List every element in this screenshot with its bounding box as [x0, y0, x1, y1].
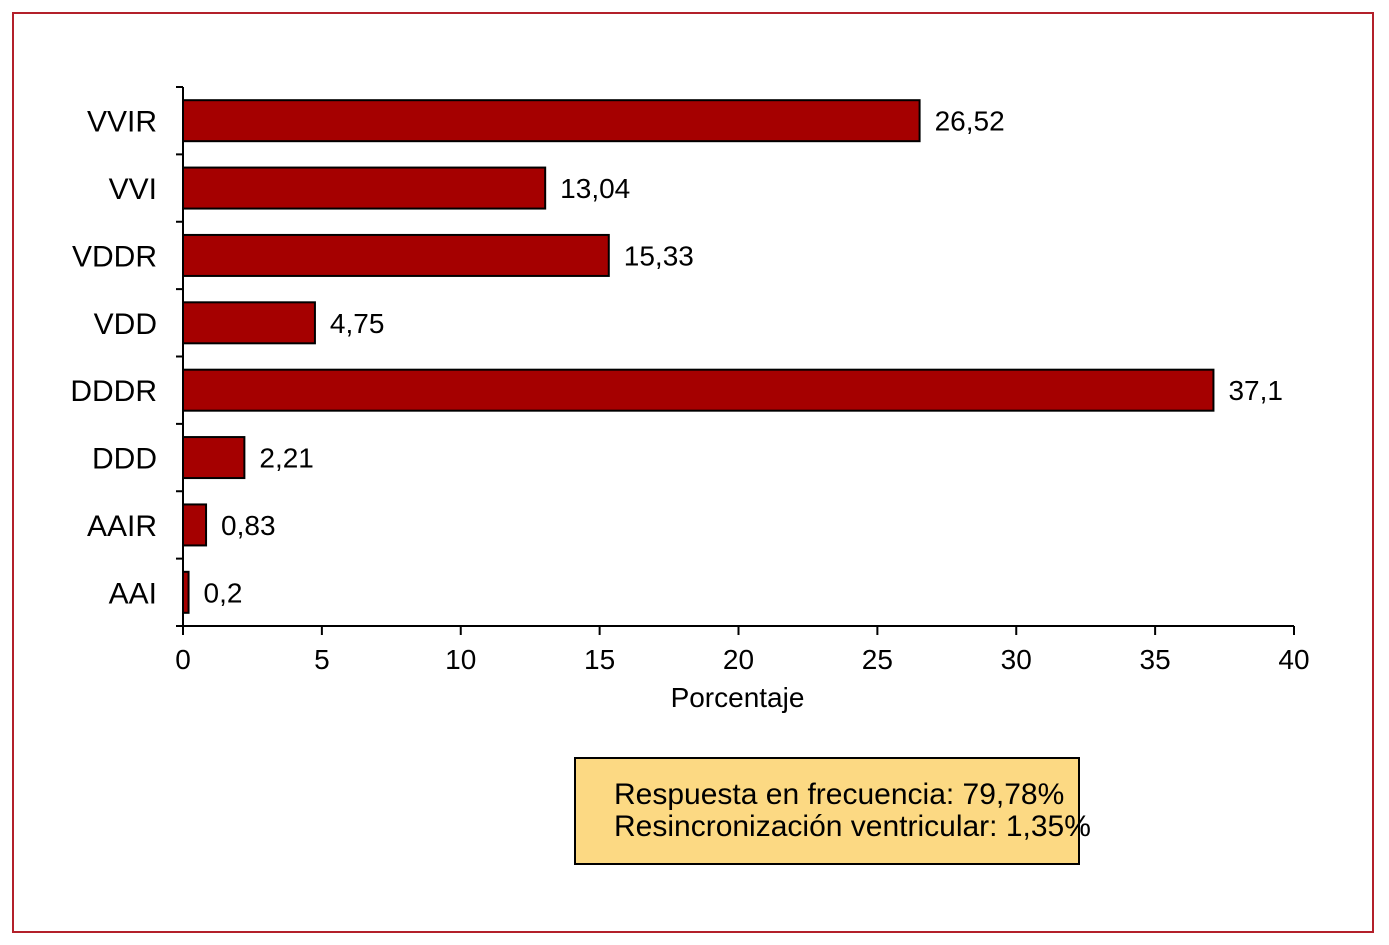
bar-vvi	[182, 166, 547, 210]
category-label-aai: AAI	[109, 577, 157, 610]
value-label-aair: 0,83	[221, 510, 276, 541]
value-label-dddr: 37,1	[1228, 375, 1283, 406]
value-label-vvi: 13,04	[560, 173, 630, 204]
bar-vdd	[182, 301, 316, 345]
category-label-ddd: DDD	[92, 443, 157, 476]
x-tick-label-40: 40	[1278, 644, 1309, 675]
value-label-ddd: 2,21	[259, 443, 314, 474]
bar-vvir	[182, 99, 921, 143]
bar-vddr	[182, 233, 610, 277]
category-label-aair: AAIR	[87, 510, 157, 543]
x-tick-label-35: 35	[1140, 644, 1171, 675]
category-label-vdd: VDD	[94, 308, 157, 341]
note-line-rate-response: Respuesta en frecuencia: 79,78%	[614, 778, 1065, 811]
note-line-resynchronization: Resincronización ventricular: 1,35%	[614, 810, 1091, 843]
category-label-vvir: VVIR	[87, 106, 157, 139]
x-tick-label-10: 10	[445, 644, 476, 675]
x-tick-label-25: 25	[862, 644, 893, 675]
value-label-aai: 0,2	[204, 577, 243, 608]
value-label-vdd: 4,75	[330, 308, 385, 339]
x-tick-label-20: 20	[723, 644, 754, 675]
category-label-vvi: VVI	[109, 173, 157, 206]
bar-dddr	[182, 368, 1215, 412]
x-tick-label-0: 0	[175, 644, 191, 675]
summary-note-box: Respuesta en frecuencia: 79,78% Resincro…	[574, 757, 1091, 865]
category-label-vddr: VDDR	[72, 240, 157, 273]
bar-aair	[182, 503, 208, 547]
x-axis-title: Porcentaje	[671, 682, 805, 713]
x-tick-label-5: 5	[314, 644, 330, 675]
category-label-dddr: DDDR	[70, 375, 157, 408]
value-label-vvir: 26,52	[935, 106, 1005, 137]
x-tick-label-30: 30	[1001, 644, 1032, 675]
value-label-vddr: 15,33	[624, 240, 694, 271]
x-tick-label-15: 15	[584, 644, 615, 675]
bar-ddd	[182, 436, 246, 480]
